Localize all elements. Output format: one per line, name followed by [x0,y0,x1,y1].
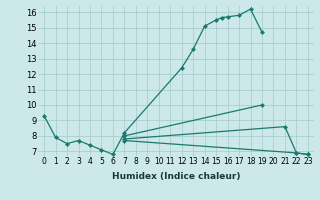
X-axis label: Humidex (Indice chaleur): Humidex (Indice chaleur) [112,172,240,181]
